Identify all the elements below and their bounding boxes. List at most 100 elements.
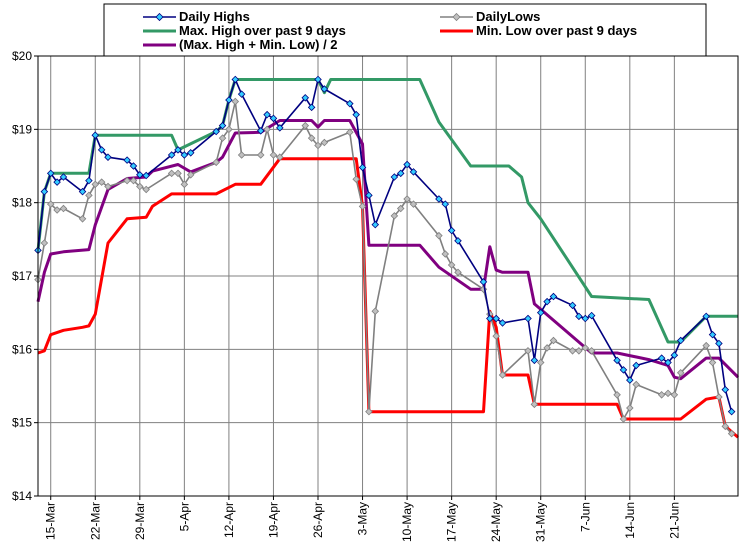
data-point <box>136 171 144 179</box>
data-point <box>670 351 679 359</box>
data-point <box>371 307 380 315</box>
data-point <box>352 175 360 183</box>
data-point <box>40 187 49 196</box>
data-point <box>447 261 456 269</box>
data-point <box>78 215 87 223</box>
data-point <box>142 171 150 180</box>
data-point <box>626 404 634 412</box>
data-point <box>263 125 271 134</box>
data-point <box>613 356 621 365</box>
data-point <box>619 366 628 374</box>
data-point <box>358 202 367 211</box>
data-point <box>454 237 462 245</box>
data-point <box>104 182 112 191</box>
data-point <box>486 314 494 323</box>
data-point <box>549 292 558 301</box>
data-point <box>524 347 532 355</box>
data-point <box>91 180 100 189</box>
legend-entry-midpoint: (Max. High + Min. Low) / 2 <box>143 37 338 52</box>
data-point <box>78 187 87 196</box>
data-point <box>85 176 93 185</box>
data-point <box>613 391 621 399</box>
data-point <box>543 297 551 306</box>
data-point <box>715 339 723 348</box>
data-point <box>346 99 354 108</box>
data-point <box>320 85 329 93</box>
legend-label-daily-lows: DailyLows <box>476 9 540 24</box>
x-axis-ticks: 15-Mar 22-Mar 29-Mar 5-Apr 12-Apr 19-Apr 26-Ap… <box>44 496 681 542</box>
y-tick-label: $17 <box>12 269 32 283</box>
legend-marker-daily-highs <box>155 12 164 22</box>
data-point <box>581 344 590 352</box>
legend-box <box>103 3 707 57</box>
series-daily-highs <box>34 75 736 416</box>
data-point <box>587 347 596 355</box>
data-point <box>256 151 265 159</box>
data-point <box>371 220 380 229</box>
data-point <box>708 330 717 339</box>
x-tick-label: 14-Jun <box>623 502 637 539</box>
legend-entry-min-low: Min. Low over past 9 days <box>440 23 637 38</box>
data-point <box>727 429 736 438</box>
data-point <box>276 124 284 132</box>
data-point <box>626 376 634 384</box>
legend-label-max-high: Max. High over past 9 days <box>179 23 346 38</box>
x-tick-label: 19-Apr <box>266 502 280 538</box>
data-point <box>403 160 411 169</box>
data-point <box>104 153 112 161</box>
data-point <box>186 149 195 157</box>
data-point <box>676 336 685 345</box>
x-tick-label: 5-Apr <box>177 502 191 531</box>
data-point <box>575 347 583 355</box>
data-point <box>263 110 271 119</box>
data-point <box>129 176 138 185</box>
data-point <box>441 250 450 258</box>
data-point <box>435 195 443 203</box>
data-point <box>568 347 577 355</box>
data-point <box>454 268 462 277</box>
data-point <box>186 171 195 179</box>
data-point <box>492 314 500 323</box>
x-tick-label: 24-May <box>489 502 503 542</box>
legend-entry-max-high: Max. High over past 9 days <box>143 23 346 38</box>
data-point <box>702 312 710 321</box>
data-point <box>619 415 628 423</box>
data-point <box>269 114 278 123</box>
data-point <box>390 173 399 181</box>
data-point <box>664 389 672 398</box>
data-point <box>409 168 418 176</box>
data-point <box>212 158 220 167</box>
data-point <box>59 173 68 181</box>
data-point <box>314 141 322 150</box>
legend-entry-daily-highs: Daily Highs <box>143 9 250 24</box>
x-tick-label: 26-Apr <box>311 502 325 538</box>
data-point <box>276 153 284 161</box>
data-point <box>543 344 551 352</box>
data-point <box>180 180 189 189</box>
x-tick-label: 29-Mar <box>133 502 147 540</box>
data-point <box>314 75 322 84</box>
data-point <box>727 407 736 416</box>
x-tick-label: 15-Mar <box>44 502 58 540</box>
data-point <box>129 162 138 170</box>
data-point <box>231 75 240 84</box>
data-point <box>498 371 507 379</box>
data-point <box>479 278 488 286</box>
data-point <box>46 169 55 178</box>
data-point <box>676 369 685 377</box>
series-max-high-over-past-9-days <box>36 78 738 344</box>
y-tick-label: $14 <box>12 489 32 503</box>
data-point <box>212 127 220 136</box>
data-point <box>123 176 131 185</box>
series-dailylows <box>34 97 736 438</box>
data-point <box>346 128 354 137</box>
data-point <box>721 422 730 431</box>
data-point <box>530 356 539 365</box>
data-point <box>174 169 182 178</box>
data-point <box>721 385 730 394</box>
x-tick-label: 31-May <box>534 502 548 542</box>
data-point <box>46 200 55 208</box>
data-point <box>352 110 360 119</box>
data-point <box>657 391 666 399</box>
legend-label-daily-highs: Daily Highs <box>179 9 250 24</box>
